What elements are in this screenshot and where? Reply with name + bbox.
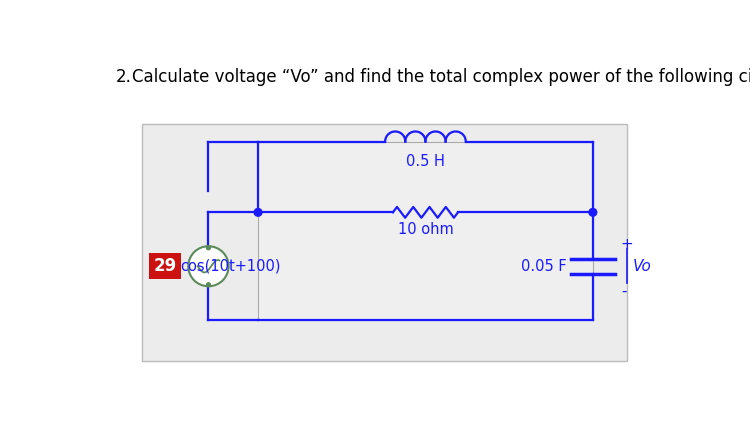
Text: +: + xyxy=(621,237,634,252)
Text: Calculate voltage “Vo” and find the total complex power of the following circuit: Calculate voltage “Vo” and find the tota… xyxy=(133,68,750,86)
Text: 10 ohm: 10 ohm xyxy=(398,222,453,237)
Circle shape xyxy=(254,208,262,216)
Text: Vo: Vo xyxy=(633,259,652,274)
Circle shape xyxy=(188,246,229,286)
Text: -: - xyxy=(621,284,626,298)
Text: 29: 29 xyxy=(154,257,177,275)
Text: 0.05 F: 0.05 F xyxy=(520,259,566,274)
Text: 2.: 2. xyxy=(116,68,131,86)
Bar xyxy=(142,124,627,361)
Circle shape xyxy=(206,283,211,287)
Text: cos(10t+100): cos(10t+100) xyxy=(181,259,281,274)
Text: 0.5 H: 0.5 H xyxy=(406,154,445,169)
Bar xyxy=(258,141,592,320)
Circle shape xyxy=(206,246,211,250)
Circle shape xyxy=(589,208,597,216)
